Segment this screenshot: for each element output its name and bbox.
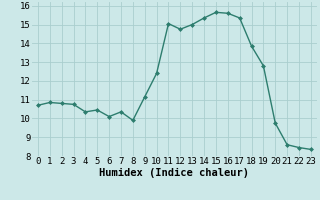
X-axis label: Humidex (Indice chaleur): Humidex (Indice chaleur)	[100, 168, 249, 178]
